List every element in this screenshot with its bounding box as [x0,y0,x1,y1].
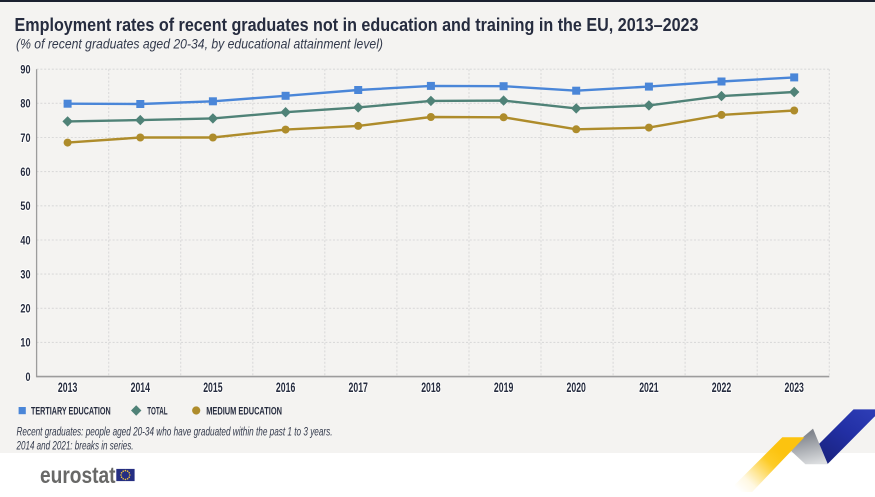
svg-text:MEDIUM EDUCATION: MEDIUM EDUCATION [206,405,282,417]
svg-text:70: 70 [20,132,30,145]
svg-text:0: 0 [26,371,31,384]
svg-text:2015: 2015 [203,380,223,395]
svg-text:2018: 2018 [421,380,441,395]
svg-text:Recent graduates: people aged: Recent graduates: people aged 20-34 who … [17,425,333,439]
svg-text:2020: 2020 [567,380,586,395]
svg-text:TERTIARY EDUCATION: TERTIARY EDUCATION [31,405,111,417]
svg-text:2016: 2016 [276,380,295,395]
svg-text:2017: 2017 [349,380,368,395]
svg-text:60: 60 [20,166,30,179]
svg-text:2023: 2023 [785,380,804,395]
svg-text:30: 30 [20,268,30,281]
svg-text:2014: 2014 [131,380,151,395]
svg-text:2014 and 2021: breaks in serie: 2014 and 2021: breaks in series. [16,439,134,453]
svg-text:2021: 2021 [639,380,659,395]
svg-text:2013: 2013 [58,380,77,395]
svg-text:TOTAL: TOTAL [147,405,167,417]
svg-text:10: 10 [20,337,30,350]
svg-text:40: 40 [20,234,30,247]
svg-text:80: 80 [20,98,30,111]
svg-text:50: 50 [20,200,30,213]
svg-text:20: 20 [20,303,30,316]
svg-text:eurostat: eurostat [40,462,116,488]
svg-text:(% of recent graduates aged 20: (% of recent graduates aged 20-34, by ed… [16,37,383,52]
svg-text:90: 90 [20,64,30,77]
svg-text:2022: 2022 [712,380,731,395]
svg-text:Employment rates of recent gra: Employment rates of recent graduates not… [15,14,699,35]
svg-text:2019: 2019 [494,380,513,395]
